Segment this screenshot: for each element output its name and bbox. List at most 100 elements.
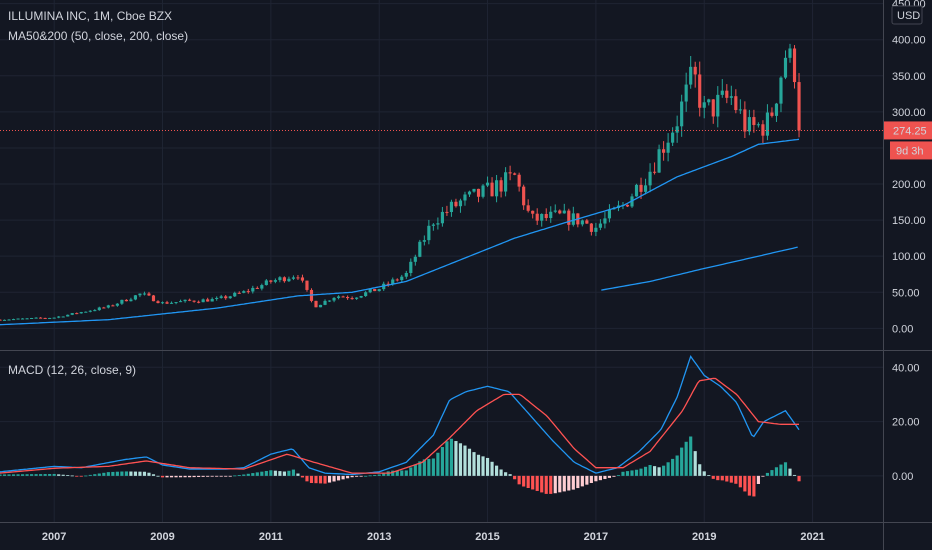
histogram-bar <box>535 475 539 491</box>
candle-body <box>368 289 372 293</box>
histogram-bar <box>309 475 314 484</box>
candle-body <box>413 256 417 262</box>
histogram-bar <box>413 464 417 476</box>
candle-body <box>634 184 639 197</box>
histogram-bar <box>576 475 580 489</box>
histogram-bar <box>490 461 494 476</box>
signal-line <box>0 377 799 474</box>
candle-body <box>79 312 83 314</box>
histogram-bar <box>585 475 589 485</box>
histogram-bar <box>273 470 277 476</box>
candle-body <box>788 48 792 58</box>
candle-body <box>716 94 720 117</box>
candle-body <box>404 272 408 277</box>
candle-body <box>7 319 11 321</box>
histogram-bar <box>648 465 652 476</box>
candle-body <box>251 287 255 292</box>
candle-body <box>535 213 539 221</box>
histogram-bar <box>711 475 715 479</box>
histogram-bar <box>440 447 444 476</box>
histogram-bar <box>797 475 801 482</box>
last-price-label: 274.25 <box>893 125 927 137</box>
candle-body <box>485 182 490 186</box>
histogram-bar <box>264 470 268 476</box>
histogram-bar <box>409 467 413 476</box>
candle-body <box>729 96 733 98</box>
candle-body <box>454 201 458 207</box>
histogram-bar <box>562 475 566 492</box>
candle-body <box>224 296 228 299</box>
histogram-bar <box>494 465 499 476</box>
histogram-bar <box>558 475 562 493</box>
candle-body <box>34 317 38 319</box>
candle-body <box>25 318 29 320</box>
histogram-bar <box>206 475 210 477</box>
histogram-bar <box>233 475 237 477</box>
candle-body <box>504 172 508 192</box>
ma200-line <box>601 246 798 291</box>
histogram-bar <box>616 475 621 476</box>
candle-body <box>409 261 413 273</box>
candle-body <box>156 301 160 304</box>
histogram-bar <box>779 464 783 476</box>
histogram-bar <box>589 475 593 483</box>
candle-body <box>305 280 309 290</box>
histogram-bar <box>567 475 571 491</box>
histogram-bar <box>111 471 115 476</box>
candle-body <box>355 297 359 299</box>
candle-body <box>215 297 219 299</box>
ma50-line <box>0 138 800 326</box>
histogram-bar <box>373 474 377 476</box>
candle-body <box>255 287 259 289</box>
histogram-bar <box>377 474 381 476</box>
candle-body <box>142 293 147 295</box>
candle-body <box>39 317 43 319</box>
candle-body <box>391 279 395 285</box>
currency-badge <box>891 5 923 25</box>
histogram-bar <box>296 473 300 476</box>
candle-body <box>373 289 377 292</box>
histogram-bar <box>84 475 88 477</box>
histogram-bar <box>689 436 693 476</box>
histogram-bar <box>368 475 372 477</box>
histogram-bar <box>738 475 742 488</box>
candle-body <box>169 302 174 304</box>
histogram-bar <box>761 475 765 477</box>
histogram-bar <box>436 452 440 476</box>
histogram-bar <box>188 475 192 478</box>
candle-body <box>562 210 566 214</box>
candle-body <box>336 296 341 298</box>
candle-body <box>540 213 544 221</box>
histogram-bar <box>201 475 205 477</box>
histogram-bar <box>513 475 517 480</box>
candle-body <box>178 301 183 303</box>
histogram-bar <box>531 475 535 490</box>
candle-body <box>264 280 268 286</box>
candle-body <box>260 285 264 289</box>
candle-body <box>106 305 110 308</box>
histogram-bar <box>327 475 332 483</box>
time-tick-label: 2017 <box>584 531 608 543</box>
candle-body <box>346 296 350 299</box>
histogram-bar <box>792 474 797 476</box>
time-tick-label: 2011 <box>259 531 283 543</box>
candle-body <box>513 173 517 175</box>
histogram-bar <box>770 470 774 476</box>
histogram-bar <box>341 475 345 480</box>
histogram-bar <box>716 475 720 481</box>
histogram-bar <box>675 455 679 476</box>
candle-body <box>75 313 79 315</box>
histogram-bar <box>684 441 688 476</box>
histogram-bar <box>720 475 724 481</box>
histogram-bar <box>48 474 52 476</box>
candle-body <box>467 191 472 195</box>
histogram-bar <box>260 471 264 476</box>
histogram-bar <box>269 470 273 476</box>
macd-histogram <box>0 436 801 497</box>
candle-body <box>88 310 92 312</box>
histogram-bar <box>169 475 174 478</box>
candle-body <box>553 210 557 212</box>
price-tick-label: 100.00 <box>892 251 926 263</box>
candle-body <box>779 77 783 104</box>
